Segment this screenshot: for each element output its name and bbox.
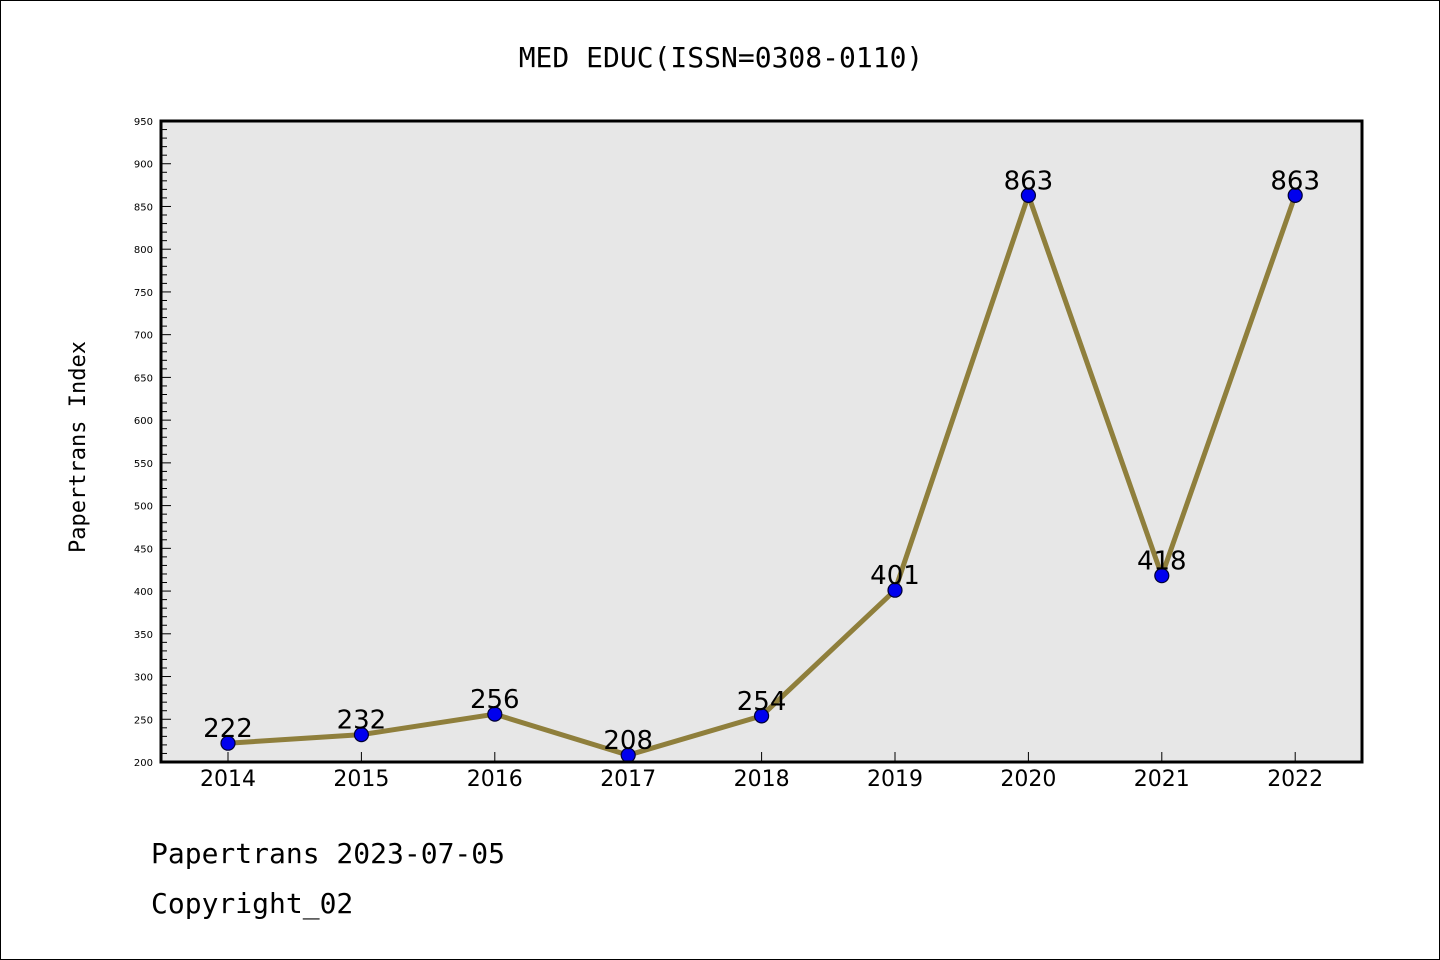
x-axis: 2014 2015 2016 2017 2018 2019 2020 2021 2022 bbox=[200, 752, 1323, 792]
y-tick-label: 500 bbox=[134, 502, 153, 513]
data-label: 256 bbox=[470, 685, 520, 715]
data-label: 418 bbox=[1137, 547, 1187, 577]
y-tick-label: 900 bbox=[134, 160, 153, 171]
y-tick-label: 800 bbox=[134, 245, 153, 256]
y-tick-label: 400 bbox=[134, 587, 153, 598]
x-tick-label: 2022 bbox=[1267, 767, 1323, 792]
x-tick-label: 2020 bbox=[1000, 767, 1056, 792]
y-tick-label: 600 bbox=[134, 416, 153, 427]
data-labels: 222 232 256 208 254 401 863 418 863 bbox=[203, 166, 1320, 756]
x-tick-label: 2014 bbox=[200, 767, 256, 792]
footer-copyright: Copyright_02 bbox=[151, 887, 354, 920]
chart-title: MED EDUC(ISSN=0308-0110) bbox=[519, 41, 924, 74]
y-tick-label: 850 bbox=[134, 202, 153, 213]
plot-area bbox=[161, 121, 1362, 762]
y-tick-label: 250 bbox=[134, 715, 153, 726]
x-tick-label: 2017 bbox=[600, 767, 656, 792]
data-point bbox=[1020, 187, 1037, 203]
footer-date-line: Papertrans 2023-07-05 bbox=[151, 837, 506, 870]
y-tick-label: 950 bbox=[134, 117, 153, 128]
x-tick-label: 2018 bbox=[734, 767, 790, 792]
y-tick-label: 700 bbox=[134, 331, 153, 342]
x-tick-label: 2015 bbox=[333, 767, 389, 792]
data-point bbox=[753, 708, 770, 724]
data-point bbox=[353, 727, 369, 743]
y-tick-label: 750 bbox=[134, 288, 153, 299]
data-label: 222 bbox=[203, 714, 253, 744]
x-tick-label: 2021 bbox=[1134, 767, 1190, 792]
data-label: 863 bbox=[1270, 166, 1320, 196]
y-tick-label: 450 bbox=[134, 544, 153, 555]
y-tick-label: 650 bbox=[134, 373, 153, 384]
y-tick-label: 300 bbox=[134, 673, 153, 684]
data-point bbox=[220, 735, 236, 751]
y-tick-label: 550 bbox=[134, 459, 153, 470]
data-label: 401 bbox=[870, 561, 920, 591]
data-point bbox=[1287, 187, 1303, 203]
series-group bbox=[220, 187, 1303, 763]
data-point bbox=[887, 582, 903, 598]
data-label: 863 bbox=[1004, 166, 1054, 196]
y-tick-label: 200 bbox=[134, 758, 153, 769]
y-axis-label: Papertrans Index bbox=[66, 341, 91, 553]
data-label: 232 bbox=[337, 706, 387, 736]
data-label: 254 bbox=[737, 687, 787, 717]
data-label: 208 bbox=[603, 726, 653, 756]
data-point bbox=[1154, 568, 1170, 584]
x-tick-label: 2016 bbox=[467, 767, 523, 792]
x-tick-label: 2019 bbox=[867, 767, 923, 792]
y-tick-label: 350 bbox=[134, 630, 153, 641]
plot-border bbox=[159, 119, 1364, 764]
data-point bbox=[487, 706, 503, 722]
